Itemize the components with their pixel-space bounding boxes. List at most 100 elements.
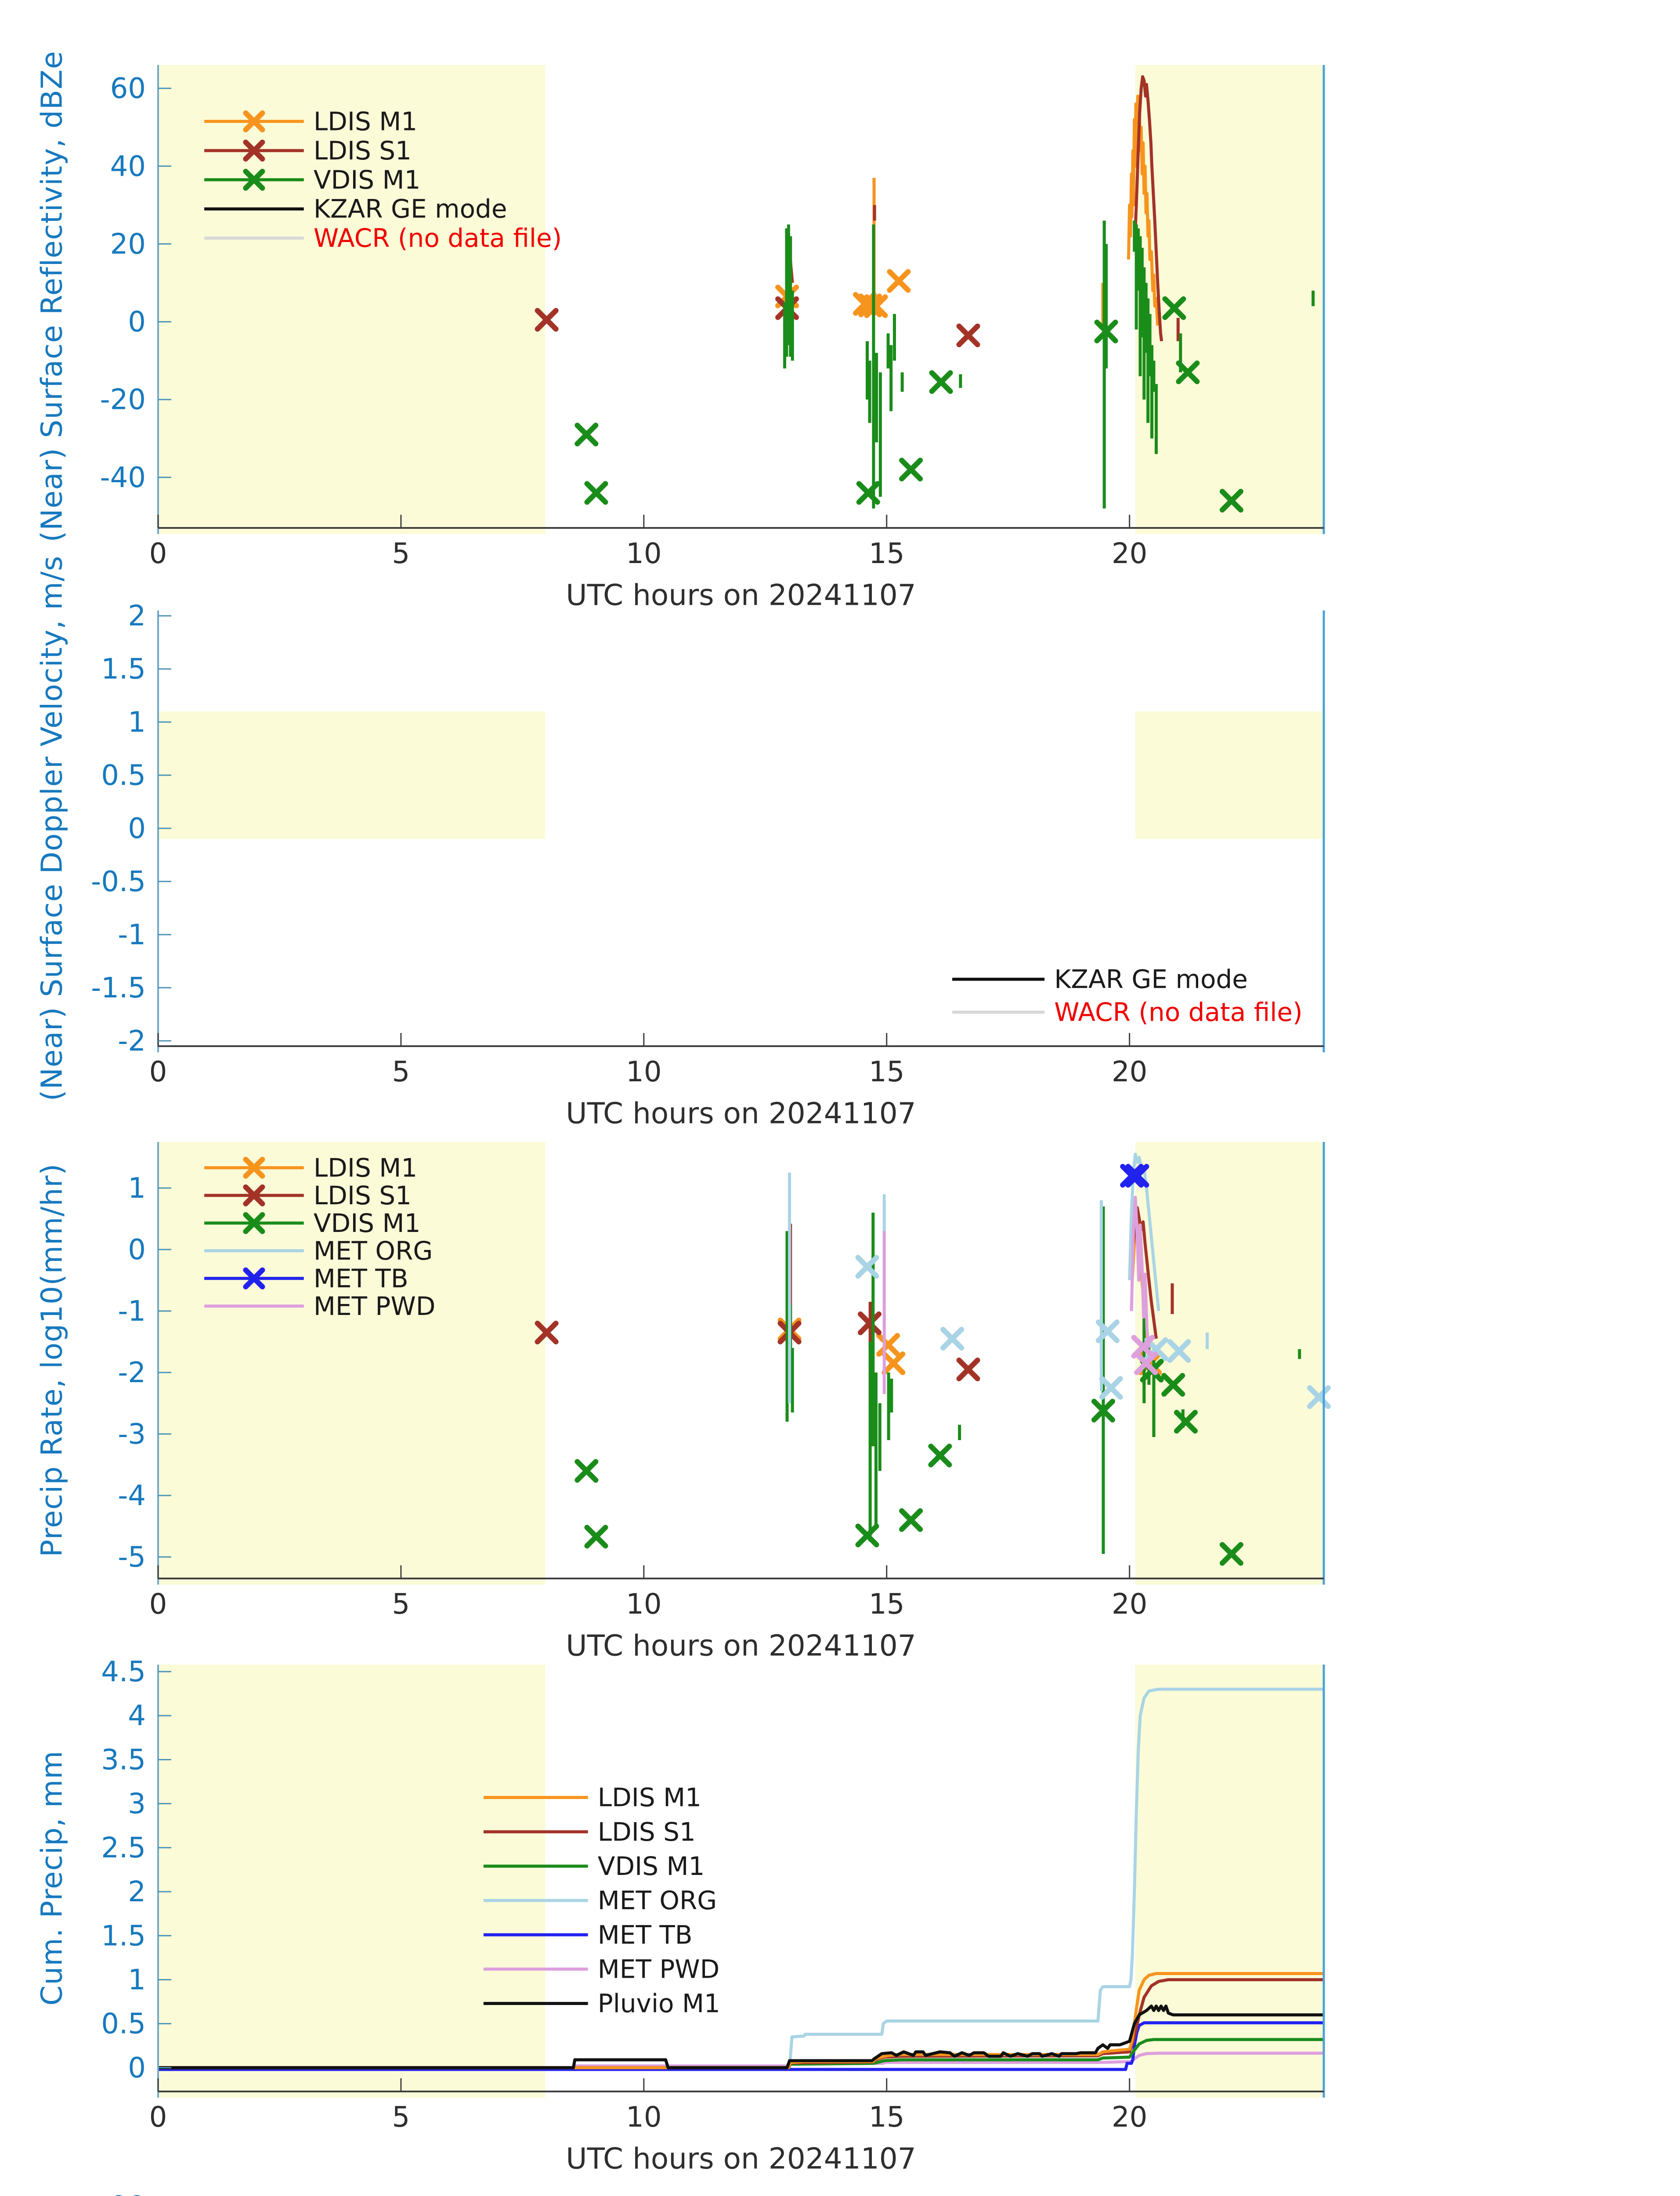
y-tick-label: 1.5: [101, 1920, 146, 1952]
y-tick-label: 2: [128, 1876, 146, 1908]
y-axis-label-doppler-velocity: (Near) Surface Doppler Velocity, m/s: [35, 555, 69, 1102]
y-tick-label: -20: [100, 384, 146, 416]
y-tick-label: -2: [118, 1357, 146, 1389]
y-tick-label: -40: [100, 462, 146, 494]
axes: 0 5 10 15 20 -2 -1.5 -1 -0.5 0 0.5 1 1.5 2: [91, 600, 1325, 1088]
legend-label: KZAR GE mode: [314, 194, 507, 224]
series-vdis-m1: [574, 220, 1315, 513]
y-tick-label: 1.5: [101, 653, 146, 686]
legend-label: Pluvio M1: [598, 1989, 720, 2019]
y-tick-label: 1: [128, 1172, 146, 1205]
x-axis-label: UTC hours on 20241107: [566, 2142, 916, 2176]
y-tick-label: -1: [118, 1295, 146, 1328]
y-tick-label: 0: [128, 1234, 146, 1266]
day-night-shading: [158, 1142, 1324, 1585]
axes: 0 5 10 15 20 0 0.5 1 1.5 2 2.5 3 3.5 4 4.5: [101, 1656, 1325, 2134]
legend-label: MET ORG: [598, 1885, 717, 1915]
series-met-tb: [1120, 1164, 1149, 1188]
axes: 051015200102030405060708090: [110, 2190, 146, 2196]
y-axis-label-precip-rate: Precip Rate, log10(mm/hr): [35, 1163, 69, 1557]
series-met-org: [158, 1687, 1324, 2070]
y-tick-label: 0: [128, 306, 146, 339]
legend-label: WACR (no data file): [314, 223, 562, 253]
series-ldis-s1: [535, 75, 1180, 347]
x-tick-label: 20: [1112, 2101, 1147, 2134]
y-tick-label: 60: [110, 72, 146, 105]
x-axis-label: UTC hours on 20241107: [566, 1096, 916, 1131]
day-night-shading: [158, 65, 1324, 534]
x-axis-label: UTC hours on 20241107: [566, 1629, 916, 1663]
x-tick-label: 5: [392, 2101, 410, 2134]
y-tick-label: 0: [128, 813, 146, 845]
panel-2: 0 5 10 15 20 -2 -1.5 -1 -0.5 0 0.5 1 1.5 2 KZAR GE mod…: [91, 600, 1325, 1088]
y-tick-label: 1: [128, 1964, 146, 1996]
x-tick-label: 20: [1112, 1588, 1147, 1621]
x-tick-label: 20: [1112, 1056, 1147, 1088]
y-tick-label: 4: [128, 1700, 146, 1732]
x-tick-label: 10: [626, 1056, 661, 1088]
y-tick-label: -0.5: [91, 866, 146, 898]
legend-label: LDIS M1: [314, 106, 417, 136]
series-met-pwd: [158, 2052, 1324, 2070]
y-tick-label: 2: [128, 600, 146, 632]
x-tick-label: 10: [626, 2101, 661, 2134]
y-tick-label: -1: [118, 919, 146, 951]
legend-label: MET TB: [598, 1920, 693, 1950]
y-tick-label: -4: [118, 1480, 146, 1512]
series-ldis-m1: [775, 94, 1160, 330]
y-tick-label: 20: [110, 228, 146, 260]
x-tick-label: 5: [392, 1588, 410, 1621]
legend-label: VDIS M1: [314, 165, 421, 195]
x-tick-label: 10: [626, 538, 661, 570]
legend-label: LDIS M1: [314, 1153, 417, 1183]
series-met-pwd: [882, 1196, 1158, 1394]
legend-label: WACR (no data file): [1054, 997, 1302, 1027]
day-night-shading: [158, 1665, 1324, 2098]
y-tick-label: 40: [110, 150, 146, 183]
x-axis-label: UTC hours on 20241107: [566, 578, 916, 612]
y-tick-label: -3: [118, 1418, 146, 1451]
y-axis-label-reflectivity: (Near) Surface Reflectivity, dBZe: [35, 51, 69, 542]
x-tick-label: 15: [869, 538, 904, 570]
y-tick-label: 90: [110, 2190, 146, 2196]
x-tick-label: 0: [149, 1056, 167, 1088]
x-tick-label: 0: [149, 538, 167, 570]
axes: 0 5 10 15 20 -40 -20 0 20 40 60: [100, 65, 1325, 570]
x-tick-label: 10: [626, 1588, 661, 1621]
legend-label: MET TB: [314, 1264, 408, 1293]
y-tick-label: 0: [128, 2052, 146, 2084]
legend-label: KZAR GE mode: [1054, 964, 1248, 994]
y-tick-label: 1: [128, 706, 146, 739]
x-tick-label: 15: [869, 1056, 904, 1088]
y-tick-label: 3: [128, 1788, 146, 1820]
x-tick-label: 5: [392, 1056, 410, 1088]
x-tick-label: 15: [869, 1588, 904, 1621]
y-tick-label: 2.5: [101, 1832, 146, 1864]
x-tick-label: 15: [869, 2101, 904, 2134]
legend-label: MET ORG: [314, 1236, 433, 1266]
x-tick-label: 20: [1112, 538, 1147, 570]
x-tick-label: 0: [149, 1588, 167, 1621]
x-tick-label: 5: [392, 538, 410, 570]
legend-label: MET PWD: [598, 1954, 720, 1984]
y-tick-label: -2: [118, 1025, 146, 1058]
axes: 0 5 10 15 20 -5 -4 -3 -2 -1 0 1: [118, 1142, 1325, 1621]
legend-label: VDIS M1: [314, 1208, 421, 1238]
day-night-shading: [158, 711, 1324, 839]
y-tick-label: -5: [118, 1541, 146, 1574]
y-tick-label: 4.5: [101, 1656, 146, 1688]
y-tick-label: 0.5: [101, 2008, 146, 2041]
y-tick-label: 0.5: [101, 759, 146, 792]
y-axis-label-cum-precip: Cum. Precip, mm: [35, 1750, 69, 2006]
series-ldis-s1: [535, 1206, 1174, 1381]
